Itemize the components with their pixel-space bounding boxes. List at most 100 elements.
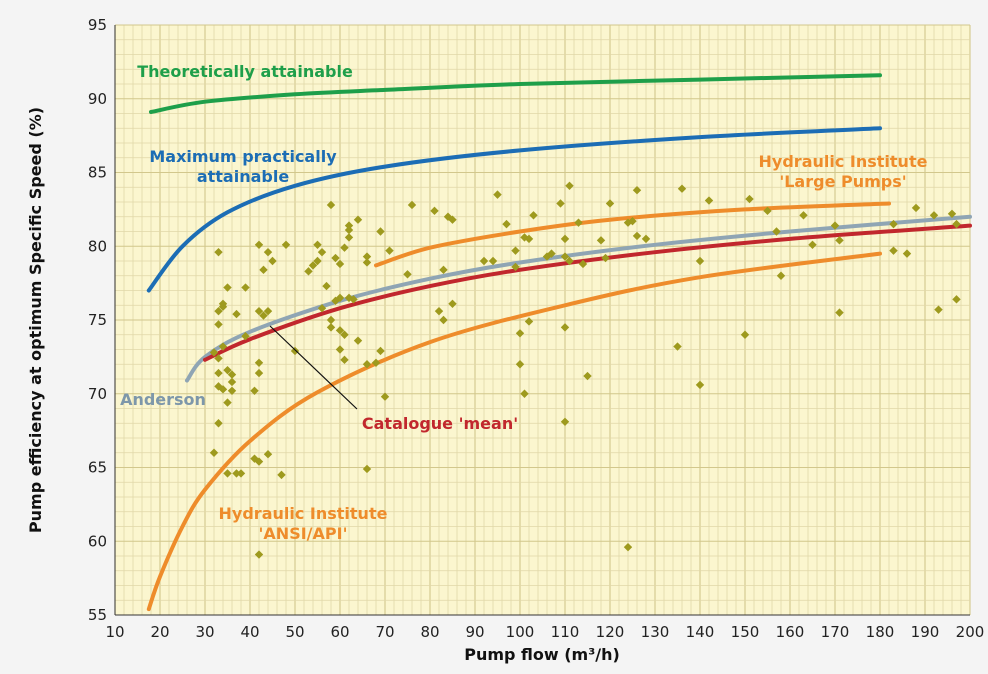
scatter-point [529,211,538,220]
x-tick-label: 200 [956,623,985,641]
scatter-point [214,368,223,378]
scatter-point [317,247,327,257]
x-tick-label: 140 [686,623,715,641]
scatter-point [560,417,570,426]
label-hi-ansi-api: 'ANSI/API' [259,524,348,543]
scatter-point [632,231,642,241]
scatter-point [560,234,570,244]
scatter-point [830,221,840,230]
scatter-point [560,252,570,261]
x-tick-labels: 10 20 30 40 50 60 70 80 90 100 110 120 130 140 150 160 1… [105,623,984,641]
scatter-point [808,240,817,249]
scatter-point [263,306,273,316]
scatter-point [335,293,345,303]
scatter-point [254,306,264,316]
x-tick-label: 180 [866,623,895,641]
scatter-point [673,342,682,351]
scatter-point [547,249,556,258]
scatter-point [493,190,502,199]
scatter-point [448,299,457,308]
scatter-point [835,236,844,245]
scatter-point [515,329,525,338]
scatter-points [209,181,961,559]
scatter-point [835,308,844,317]
x-axis-title: Pump flow (m³/h) [464,645,620,664]
scatter-point [331,253,340,263]
scatter-point [218,342,228,351]
scatter-point [223,283,232,292]
y-tick-label: 75 [88,311,107,329]
scatter-point [623,542,633,552]
scatter-point [344,221,354,230]
scatter-point [340,243,349,252]
scatter-point [259,265,268,275]
x-tick-label: 170 [821,623,850,641]
scatter-point [236,469,246,478]
scatter-point [601,253,610,263]
scatter-point [214,419,223,428]
y-tick-label: 55 [88,606,107,624]
scatter-point [641,234,651,244]
scatter-point [263,450,273,459]
scatter-point [448,215,457,224]
scatter-point [632,186,642,195]
scatter-point [214,306,223,316]
scatter-point [371,358,381,367]
scatter-point [218,385,228,394]
scatter-point [214,354,223,363]
scatter-point [241,283,250,292]
scatter-point [443,212,453,221]
scatter-point [385,246,394,255]
scatter-point [403,270,412,279]
scatter-point [209,348,219,357]
scatter-point [376,346,385,356]
scatter-point [677,184,687,193]
scatter-point [362,252,372,261]
label-catalogue-mean: Catalogue 'mean' [362,414,518,433]
scatter-point [704,196,714,205]
scatter-point [313,256,322,266]
scatter-point [628,216,637,226]
x-tick-label: 60 [330,623,349,641]
x-tick-label: 160 [776,623,805,641]
scatter-point [889,219,898,229]
scatter-point [223,398,232,407]
scatter-point [335,326,345,335]
y-tick-label: 60 [88,532,107,550]
scatter-point [344,233,354,242]
scatter-point [574,218,583,227]
scatter-point [353,215,363,224]
scatter-point [560,323,570,332]
x-tick-label: 130 [641,623,670,641]
scatter-point [407,200,417,210]
scatter-point [304,267,313,276]
scatter-point [362,464,372,474]
x-tick-label: 30 [195,623,214,641]
scatter-point [326,200,336,210]
scatter-point [227,370,237,379]
scatter-point [929,211,939,220]
label-hi-large-pumps: Hydraulic Institute [759,152,928,171]
scatter-point [578,259,588,269]
scatter-point [439,315,448,325]
scatter-point [911,203,921,213]
scatter-point [259,311,268,320]
scatter-point [947,209,957,218]
scatter-point [214,247,223,257]
scatter-point [583,371,592,381]
x-tick-label: 100 [506,623,535,641]
catalogue-mean-leader-line [269,325,358,410]
scatter-point [565,256,574,266]
scatter-point [353,336,363,345]
scatter-point [209,448,219,457]
scatter-point [263,247,273,257]
scatter-point [254,368,264,378]
scatter-point [511,246,520,255]
label-maximum-practically-attainable: Maximum practically [149,147,337,166]
scatter-point [214,382,223,391]
scatter-point [488,256,498,266]
scatter-point [326,323,336,332]
x-tick-label: 50 [285,623,304,641]
label-hi-ansi-api: Hydraulic Institute [219,504,388,523]
